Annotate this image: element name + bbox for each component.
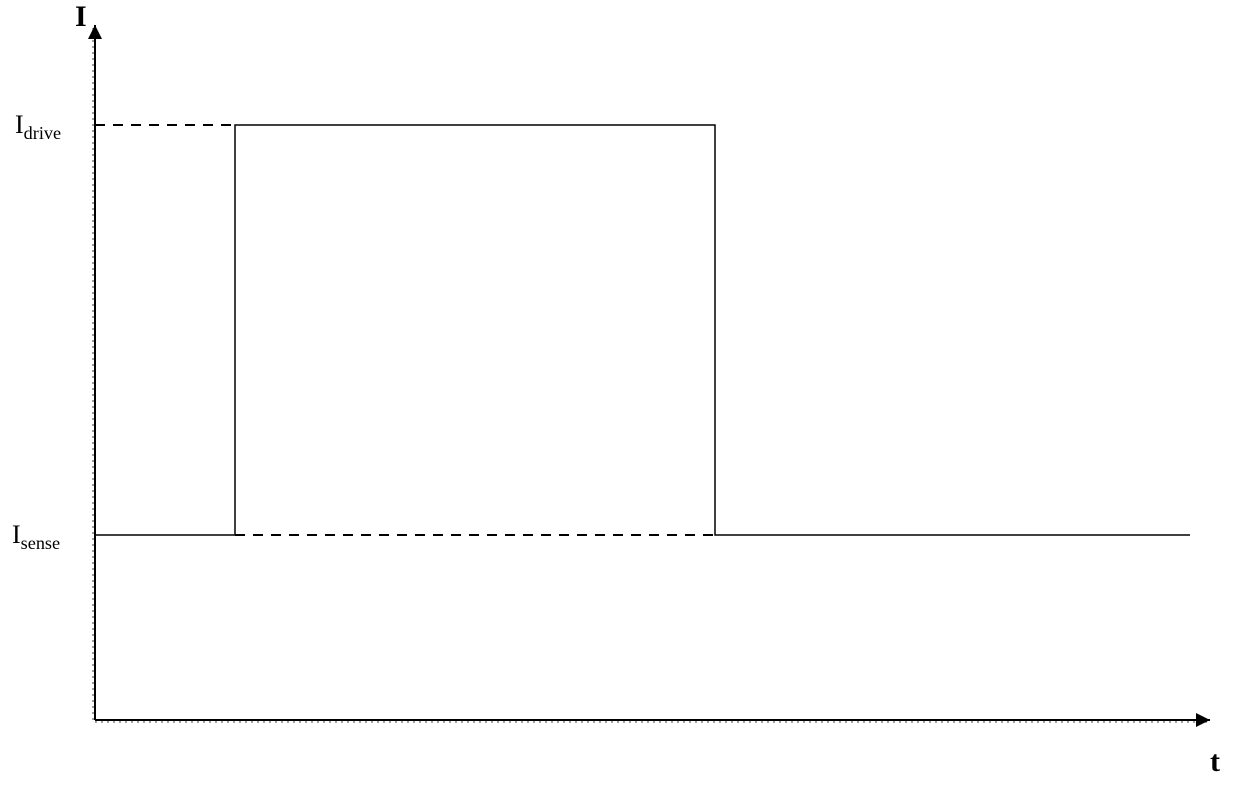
y-axis-label: I — [75, 0, 87, 34]
chart-container: I t Idrive Isense — [0, 0, 1240, 799]
pulse-diagram — [0, 0, 1240, 799]
tick-label-idrive: Idrive — [15, 110, 61, 144]
x-axis-label: t — [1210, 745, 1220, 779]
tick-label-isense: Isense — [12, 520, 60, 554]
